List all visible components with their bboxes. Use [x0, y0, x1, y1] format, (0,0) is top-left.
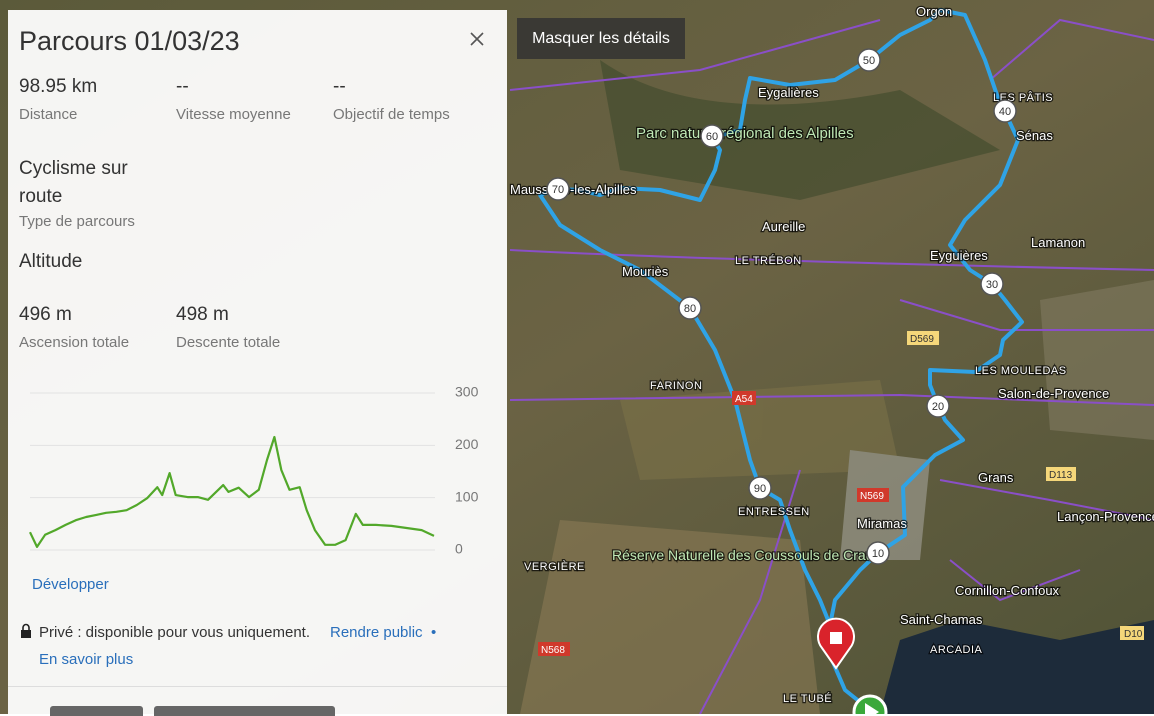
map-label: Eygalières — [758, 85, 819, 100]
descent-value: 498 m — [176, 304, 229, 325]
km-marker-label: 50 — [863, 55, 875, 67]
map-label: D10 — [1124, 629, 1143, 640]
road-sign — [538, 642, 570, 656]
km-marker — [980, 272, 1004, 296]
descent-label: Descente totale — [176, 334, 281, 351]
privacy-text: Privé : disponible pour vous uniquement. — [39, 624, 310, 641]
lock-icon — [21, 623, 31, 638]
map-label: D113 — [1049, 470, 1073, 481]
stat-label: Distance — [19, 106, 78, 123]
road-sign — [1120, 626, 1144, 640]
close-button[interactable] — [469, 31, 485, 47]
map-label: Aureille — [762, 219, 805, 234]
terrain — [520, 60, 1154, 714]
map-label: Parc naturel régional des Alpilles — [636, 125, 854, 142]
map-label: Miramas — [857, 516, 907, 531]
km-marker — [926, 394, 950, 418]
map-label: Maussane-les-Alpilles — [510, 182, 637, 197]
map-label: Eyguières — [930, 248, 988, 263]
km-marker — [546, 177, 570, 201]
km-marker-label: 90 — [754, 483, 766, 495]
stat-value: -- — [333, 76, 346, 97]
map-label: Orgon — [916, 4, 952, 19]
km-marker-label: 40 — [999, 106, 1011, 118]
map-label: N568 — [541, 645, 565, 656]
elevation-line — [29, 435, 435, 548]
start-marker — [852, 694, 888, 714]
km-marker — [993, 99, 1017, 123]
ascent-value: 496 m — [19, 304, 72, 325]
km-marker — [700, 124, 724, 148]
km-marker-label: 80 — [684, 303, 696, 315]
km-marker — [678, 296, 702, 320]
stat-value: 98.95 km — [19, 76, 98, 97]
map-label: N569 — [860, 491, 884, 502]
road-sign — [732, 391, 756, 405]
y-tick-label: 100 — [455, 488, 479, 504]
y-tick-label: 200 — [455, 436, 479, 452]
map-label: Réserve Naturelle des Coussouls de Crau — [612, 547, 873, 563]
map-label: Salon-de-Provence — [998, 386, 1109, 401]
map-label: LE TRÉBON — [735, 254, 802, 267]
km-marker-label: 20 — [932, 401, 944, 413]
km-marker — [866, 541, 890, 565]
separator: • — [431, 624, 437, 641]
route-type-value: Cyclisme sur route — [19, 158, 128, 207]
road-sign — [1046, 467, 1076, 481]
route-title: Parcours 01/03/23 — [19, 26, 240, 56]
toggle-details-button[interactable]: Masquer les détails — [517, 18, 685, 59]
route — [538, 8, 1024, 712]
km-marker-label: 60 — [706, 131, 718, 143]
altitude-heading: Altitude — [19, 251, 83, 272]
water — [880, 620, 1154, 714]
divider — [8, 686, 507, 687]
road-sign — [907, 331, 939, 345]
map-label: Cornillon-Confoux — [955, 583, 1060, 598]
y-tick-label: 300 — [455, 384, 479, 400]
roads — [509, 18, 1154, 714]
route-panel: Parcours 01/03/23 98.95 km Distance -- V… — [8, 10, 507, 716]
map-label: Sénas — [1016, 128, 1053, 143]
map-labels: Orgon Eygalières Parc naturel régional d… — [509, 3, 1154, 707]
km-markers: 10 20 30 40 50 60 70 80 90 — [546, 48, 1017, 565]
km-marker — [857, 48, 881, 72]
map-label: ENTRESSEN — [738, 506, 810, 518]
map-label: Lançon-Provence — [1057, 509, 1154, 524]
km-marker-label: 30 — [986, 279, 998, 291]
y-tick-label: 0 — [455, 541, 463, 557]
map-label: LES MOULEDAS — [975, 365, 1067, 377]
action-button[interactable] — [154, 706, 335, 716]
map-label: LE TUBÉ — [783, 692, 832, 705]
stat-label: Vitesse moyenne — [176, 106, 291, 123]
expand-link[interactable]: Développer — [32, 576, 109, 593]
ascent-label: Ascension totale — [19, 334, 130, 351]
map-label: A54 — [735, 394, 753, 405]
action-button[interactable] — [50, 706, 143, 716]
map-label: Grans — [978, 470, 1014, 485]
map-label: Saint-Chamas — [900, 612, 983, 627]
map-label: ARCADIA — [930, 644, 983, 656]
map-label: FARINON — [650, 380, 702, 392]
stat-value: -- — [176, 76, 189, 97]
elevation-chart: 0 100 200 300 — [29, 384, 479, 557]
map-label: Mouriès — [622, 264, 669, 279]
km-marker-label: 10 — [872, 548, 884, 560]
map-label: D569 — [910, 334, 934, 345]
stat-label: Objectif de temps — [333, 106, 450, 123]
km-marker-label: 70 — [552, 184, 564, 196]
km-marker — [748, 476, 772, 500]
road-sign — [857, 488, 889, 502]
learn-more-link[interactable]: En savoir plus — [39, 651, 134, 668]
end-marker — [817, 617, 855, 670]
route-type-label: Type de parcours — [19, 213, 135, 230]
map-label: Lamanon — [1031, 235, 1085, 250]
map-label: VERGIÈRE — [524, 560, 585, 573]
make-public-link[interactable]: Rendre public — [330, 624, 423, 641]
